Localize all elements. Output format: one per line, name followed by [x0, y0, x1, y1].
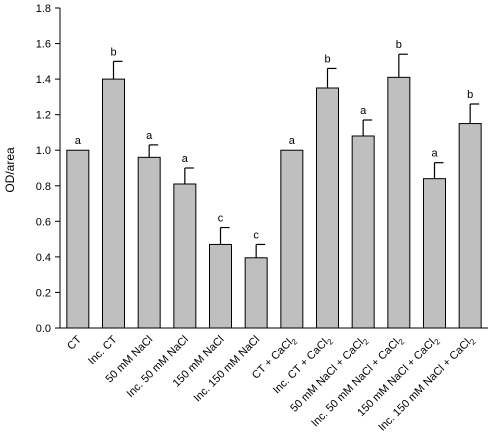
significance-letter: a — [75, 135, 82, 147]
bar — [173, 183, 197, 329]
bar — [351, 135, 375, 329]
significance-letter: b — [396, 39, 402, 51]
x-tick-label-text: CT — [65, 333, 84, 352]
y-tick-label: 0.8 — [36, 181, 51, 193]
significance-letters: a b a a c c a b a b a b — [75, 39, 473, 241]
y-tick-label: 1.4 — [36, 74, 51, 86]
y-tick-label: 0.2 — [36, 287, 51, 299]
bar — [387, 76, 411, 329]
y-tick-label: 0.6 — [36, 216, 51, 228]
x-tick-label-text: Inc. 50 mM NaCl — [125, 334, 191, 400]
x-tick-label: Inc. 150 mM NaCl — [192, 334, 263, 405]
significance-letter: b — [467, 89, 473, 101]
x-tick-label-subscript: 2 — [326, 337, 336, 347]
bar — [244, 257, 268, 329]
y-axis: 0.0 0.2 0.4 0.6 0.8 1.0 1.2 1.4 1.6 1.8 — [36, 3, 60, 335]
bar — [316, 87, 339, 329]
bar — [66, 149, 90, 329]
plot-frame — [59, 8, 488, 329]
x-tick-label: Inc. 50 mM NaCl — [125, 334, 191, 400]
significance-letter: a — [182, 153, 189, 165]
bar — [102, 78, 125, 329]
x-tick-label-text: Inc. 150 mM NaCl — [192, 334, 263, 405]
significance-letter: a — [360, 105, 367, 117]
bar — [209, 243, 232, 329]
significance-letter: a — [431, 148, 438, 160]
bar — [458, 123, 482, 329]
bar — [423, 178, 446, 329]
significance-letter: b — [324, 53, 330, 65]
significance-letter: c — [218, 213, 224, 225]
bars — [66, 76, 482, 329]
significance-letter: a — [289, 135, 296, 147]
x-tick-label-subscript: 2 — [433, 337, 443, 347]
bar — [280, 149, 304, 329]
significance-letter: a — [146, 130, 153, 142]
x-tick-label-text: Inc. CT — [86, 333, 120, 367]
x-tick-label-subscript: 2 — [468, 337, 478, 347]
x-tick-label: Inc. CT — [86, 333, 120, 367]
significance-letter: b — [110, 46, 116, 58]
y-tick-label: 1.0 — [36, 145, 51, 157]
y-tick-label: 0.0 — [36, 323, 51, 335]
y-tick-label: 1.8 — [36, 3, 51, 15]
y-tick-label: 1.6 — [36, 39, 51, 51]
x-tick-label-subscript: 2 — [397, 337, 407, 347]
x-tick-label-subscript: 2 — [361, 337, 371, 347]
error-bars — [112, 53, 480, 258]
x-tick-label-subscript: 2 — [290, 337, 300, 347]
significance-letter: c — [253, 229, 259, 241]
y-tick-label: 1.2 — [36, 110, 51, 122]
y-tick-label: 0.4 — [36, 252, 51, 264]
y-axis-title: OD/area — [3, 147, 17, 193]
bar — [137, 156, 161, 329]
x-tick-label: CT — [65, 333, 84, 352]
